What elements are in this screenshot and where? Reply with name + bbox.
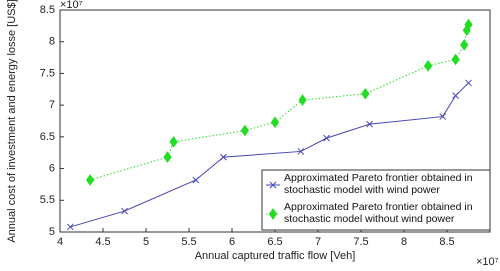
legend-marker [269, 181, 277, 189]
legend-marker [268, 208, 278, 220]
y-tick-label: 8 [49, 36, 55, 48]
point [66, 223, 74, 231]
y-tick-label: 7.5 [40, 67, 55, 79]
x-tick-label: 7 [315, 236, 321, 248]
point [298, 94, 307, 106]
point [439, 113, 447, 120]
series-line [70, 82, 469, 228]
legend-entry: Approximated Pareto frontier obtained in… [284, 172, 473, 196]
point [465, 79, 472, 87]
point [220, 153, 227, 161]
x-tick-label: 4.5 [95, 236, 110, 248]
x-tick-label: 7.5 [353, 236, 368, 248]
y-tick-label: 6.5 [40, 131, 55, 143]
legend-label: Approximated Pareto frontier obtained in… [284, 201, 473, 225]
point [423, 59, 433, 72]
y-tick-label: 6 [49, 162, 55, 174]
x-tick-label: 6 [229, 236, 235, 248]
x-axis-label: Annual captured traffic flow [Veh] [195, 250, 356, 262]
point [240, 124, 250, 137]
series-line [89, 24, 469, 181]
point [460, 39, 469, 51]
point [270, 116, 280, 129]
x-tick-label: 5.5 [181, 236, 196, 248]
point [192, 176, 200, 184]
legend-box [261, 169, 491, 231]
point [85, 174, 95, 186]
y-tick-label: 5 [49, 226, 55, 238]
point [451, 53, 460, 66]
y-tick-label: 8.5 [40, 4, 55, 16]
x-tick-label: 6.5 [267, 236, 282, 248]
legend-entry: Approximated Pareto frontier obtained in… [284, 201, 473, 225]
y-multiplier: ×10⁷ [60, 0, 83, 11]
point [169, 136, 178, 148]
y-tick-label: 5.5 [40, 194, 55, 206]
point [366, 120, 373, 128]
x-tick-label: 8.5 [439, 236, 454, 248]
point [121, 207, 128, 215]
y-axis-label: Annual cost of investment and energy los… [6, 0, 18, 243]
x-multiplier: ×10⁷ [476, 256, 499, 268]
legend-label: Approximated Pareto frontier obtained in… [284, 172, 473, 196]
point [163, 151, 172, 164]
x-tick-label: 8 [401, 236, 407, 248]
x-tick-label: 5 [143, 236, 149, 248]
point [452, 92, 459, 99]
point [361, 87, 370, 100]
point [323, 134, 330, 142]
y-tick-label: 7 [49, 99, 55, 111]
x-tick-label: 4 [57, 236, 63, 248]
point [297, 148, 305, 155]
point [464, 18, 473, 31]
